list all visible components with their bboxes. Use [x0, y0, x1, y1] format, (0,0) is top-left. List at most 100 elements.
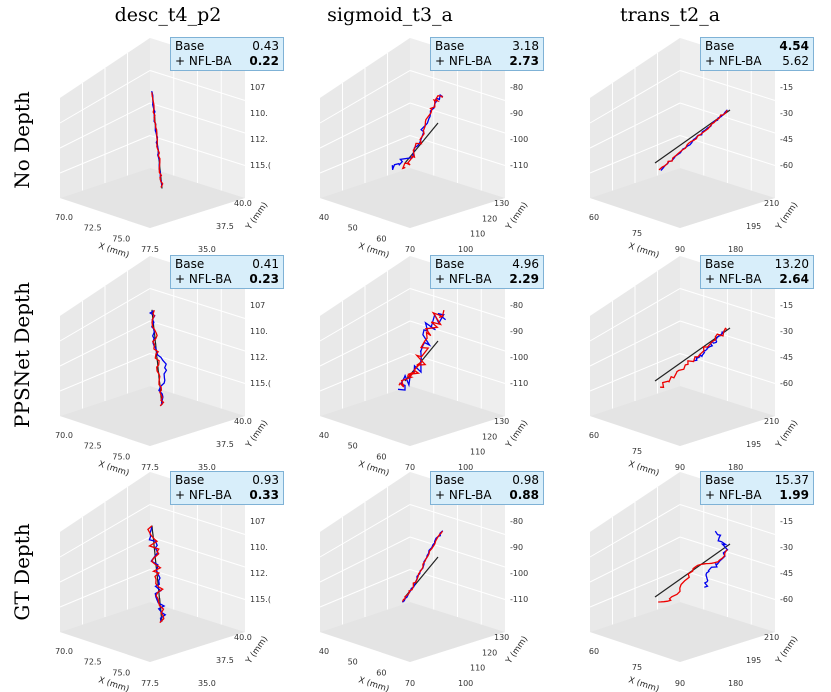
z-tick-label: 115.( — [250, 595, 271, 604]
base-label: Base — [435, 39, 465, 53]
x-tick-label: 70 — [405, 245, 415, 254]
z-tick-label: -80 — [510, 301, 523, 310]
y-tick-label: 40.0 — [234, 417, 252, 426]
grid-line — [319, 320, 411, 367]
base-value: 0.93 — [252, 473, 279, 487]
x-tick-label: 60 — [376, 234, 386, 243]
grid-line — [679, 536, 776, 568]
y-tick-label: 130 — [494, 633, 509, 642]
grid-line — [409, 102, 506, 134]
x-tick-label: 77.5 — [141, 245, 159, 254]
pane-floor — [60, 168, 245, 228]
y-tick-label: 110 — [470, 230, 485, 239]
grid-line — [149, 569, 246, 600]
y-tick-label: 40.0 — [234, 633, 252, 642]
y-tick-label: 40.0 — [234, 199, 252, 208]
grid-line — [59, 536, 151, 583]
grid-line — [319, 102, 411, 149]
nfl-ba-trajectory — [658, 109, 728, 171]
x-tick-label: 90 — [675, 679, 685, 688]
grid-line — [149, 536, 246, 568]
z-tick-label: -110 — [510, 161, 528, 170]
z-tick-label: -15 — [780, 301, 793, 310]
x-tick-label: 50 — [348, 224, 358, 233]
y-tick-label: 110 — [470, 448, 485, 457]
nfl-ba-label: + NFL-BA — [435, 54, 492, 68]
z-tick-label: -90 — [510, 327, 523, 336]
grid-line — [149, 353, 246, 384]
base-label: Base — [705, 39, 735, 53]
grid-line — [679, 102, 776, 134]
plot-panel: -80 -90 -100 -110 40 50 60 70 X (mm) 100 110 120 130… — [310, 255, 570, 479]
y-tick-label: 195 — [746, 222, 761, 231]
y-tick-label: 100 — [458, 245, 473, 254]
nfl-ba-trajectory — [658, 549, 728, 603]
pane-floor — [320, 386, 505, 446]
x-tick-label: 70.0 — [55, 431, 73, 440]
z-tick-label: 112. — [250, 353, 268, 362]
x-tick-label: 72.5 — [84, 442, 102, 451]
x-tick-label: 60 — [376, 452, 386, 461]
z-tick-label: -15 — [780, 83, 793, 92]
y-tick-label: 120 — [482, 432, 497, 441]
z-tick-label: -30 — [780, 543, 793, 552]
grid-line — [319, 353, 411, 392]
x-axis-label: X (mm) — [357, 675, 390, 692]
column-title: desc_t4_p2 — [114, 4, 222, 26]
nfl-ba-trajectory — [151, 309, 165, 407]
nfl-ba-trajectory — [151, 92, 164, 188]
grid-line — [319, 536, 411, 583]
x-tick-label: 70 — [405, 679, 415, 688]
z-tick-label: -60 — [780, 161, 793, 170]
pane-floor — [590, 386, 775, 446]
z-tick-label: -80 — [510, 517, 523, 526]
z-tick-label: -45 — [780, 569, 793, 578]
plot-svg: 107 110. 112. 115.(70.0 72.5 75.0 77.5 X (mm) 35… — [55, 472, 271, 692]
y-tick-label: 35.0 — [198, 245, 216, 254]
pane-floor — [60, 602, 245, 662]
ate-legend: Base 0.98 + NFL-BA 0.88 — [430, 471, 544, 505]
base-value: 0.98 — [512, 473, 539, 487]
x-tick-label: 70.0 — [55, 213, 73, 222]
x-axis-label: X (mm) — [627, 675, 660, 692]
grid-line — [589, 102, 681, 149]
z-tick-label: 110. — [250, 327, 268, 336]
nfl-ba-trajectory — [398, 309, 445, 388]
z-tick-label: -100 — [510, 135, 528, 144]
y-tick-label: 35.0 — [198, 679, 216, 688]
z-tick-label: -45 — [780, 135, 793, 144]
z-tick-label: -110 — [510, 595, 528, 604]
column-title: trans_t2_a — [619, 4, 721, 26]
nfl-ba-label: + NFL-BA — [175, 272, 232, 286]
nfl-ba-value: 2.29 — [509, 272, 539, 286]
nfl-ba-label: + NFL-BA — [705, 54, 762, 68]
base-label: Base — [175, 473, 205, 487]
x-tick-label: 77.5 — [141, 463, 159, 472]
nfl-ba-value: 2.64 — [779, 272, 809, 286]
x-tick-label: 75.0 — [112, 452, 130, 461]
x-tick-label: 72.5 — [84, 224, 102, 233]
base-value: 0.43 — [252, 39, 279, 53]
x-tick-label: 40 — [319, 213, 329, 222]
nfl-ba-trajectory — [401, 94, 443, 170]
y-tick-label: 35.0 — [198, 463, 216, 472]
plot-panel: 107 110. 112. 115.(70.0 72.5 75.0 77.5 X (mm) 35… — [50, 37, 310, 261]
grid-line — [679, 320, 776, 352]
row-title: PPSNet Depth — [10, 282, 34, 428]
y-tick-label: 100 — [458, 679, 473, 688]
x-tick-label: 90 — [675, 463, 685, 472]
grid-line — [589, 353, 681, 392]
ate-legend: Base 15.37 + NFL-BA 1.99 — [700, 471, 814, 505]
y-tick-label: 37.5 — [216, 222, 234, 231]
z-tick-label: 115.( — [250, 161, 271, 170]
grid-line — [589, 135, 681, 174]
x-tick-label: 75 — [632, 229, 642, 238]
x-tick-label: 50 — [348, 658, 358, 667]
z-tick-label: -90 — [510, 109, 523, 118]
grid-line — [679, 135, 776, 166]
